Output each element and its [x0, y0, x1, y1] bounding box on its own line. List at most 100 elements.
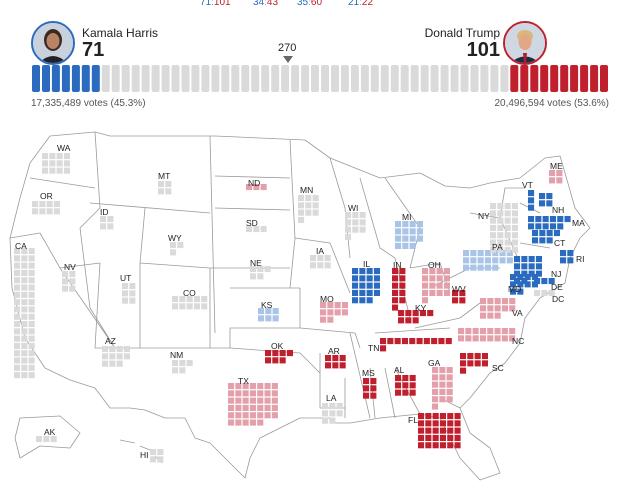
state-mt-tiles[interactable] [158, 181, 172, 195]
state-dc-tiles[interactable] [534, 290, 555, 297]
state-nh-tiles[interactable] [539, 193, 553, 207]
state-nc-tiles[interactable] [458, 328, 516, 342]
state-id-tiles[interactable] [100, 216, 114, 230]
electoral-vote-tile [446, 388, 453, 395]
state-ma-tiles[interactable] [528, 216, 571, 230]
state-mi-tiles[interactable] [395, 221, 423, 249]
electoral-vote-tile [352, 289, 359, 296]
bar-segment [261, 65, 270, 92]
electoral-vote-tile [43, 436, 50, 443]
state-ks-tiles[interactable] [258, 308, 279, 322]
state-ar-tiles[interactable] [325, 355, 346, 369]
state-label-ga: GA [428, 358, 441, 368]
electoral-vote-tile [532, 230, 539, 237]
state-ut-tiles[interactable] [122, 283, 136, 304]
state-fl-tiles[interactable] [418, 413, 461, 449]
state-sd-tiles[interactable] [246, 226, 267, 233]
state-nd-tiles[interactable] [246, 184, 267, 191]
electoral-vote-tile [359, 226, 366, 233]
state-al-tiles[interactable] [395, 375, 416, 396]
state-tx-tiles[interactable] [228, 383, 278, 426]
electoral-vote-tile [28, 372, 35, 379]
electoral-vote-tile [402, 235, 409, 242]
electoral-vote-tile [439, 413, 446, 420]
electoral-vote-tile [409, 221, 416, 228]
state-wa-tiles[interactable] [42, 153, 70, 174]
state-nj-tiles[interactable] [514, 256, 542, 284]
electoral-vote-tile [116, 353, 123, 360]
state-or-tiles[interactable] [32, 201, 60, 215]
state-ms-tiles[interactable] [363, 378, 377, 399]
electoral-vote-tile [514, 277, 521, 284]
state-tn-tiles[interactable] [380, 338, 452, 352]
bar-segment [201, 65, 210, 92]
state-borders [9, 131, 551, 419]
state-ia-tiles[interactable] [310, 255, 331, 269]
state-label-nh: NH [552, 205, 564, 215]
state-az-tiles[interactable] [102, 346, 130, 367]
electoral-vote-tile [324, 262, 331, 269]
state-label-ok: OK [271, 341, 284, 351]
electoral-vote-tile [264, 383, 271, 390]
electoral-vote-tile [298, 209, 305, 216]
state-hi-tiles[interactable] [150, 449, 164, 463]
electoral-vote-tile [122, 290, 129, 297]
state-ok-tiles[interactable] [265, 350, 293, 364]
electoral-vote-tile [521, 270, 528, 277]
state-sc-tiles[interactable] [460, 353, 488, 374]
bar-segment [291, 65, 300, 92]
electoral-vote-tile [186, 360, 193, 367]
state-wi-tiles[interactable] [345, 212, 366, 240]
state-oh-tiles[interactable] [422, 268, 450, 304]
electoral-vote-tile [509, 305, 516, 312]
electoral-vote-tile [436, 289, 443, 296]
electoral-vote-tile [432, 413, 439, 420]
electoral-vote-tile [535, 216, 542, 223]
electoral-vote-tile [560, 250, 567, 257]
state-la-tiles[interactable] [322, 403, 343, 424]
bar-segment [440, 65, 449, 92]
electoral-vote-tile [14, 321, 21, 328]
state-in-tiles[interactable] [392, 268, 406, 311]
electoral-vote-tile [436, 275, 443, 282]
state-mn-tiles[interactable] [298, 195, 319, 223]
electoral-vote-tile [402, 389, 409, 396]
state-pa-tiles[interactable] [463, 250, 513, 271]
state-ct-tiles[interactable] [532, 230, 560, 244]
state-nv-tiles[interactable] [62, 271, 76, 292]
state-me-tiles[interactable] [549, 170, 563, 184]
tally-dem: 35 [297, 0, 309, 8]
state-de-tiles[interactable] [534, 278, 555, 285]
state-wv-tiles[interactable] [452, 290, 466, 304]
state-ky-tiles[interactable] [398, 310, 434, 324]
electoral-vote-tile [490, 232, 497, 239]
electoral-vote-tile [271, 390, 278, 397]
electoral-vote-tile [399, 289, 406, 296]
state-mo-tiles[interactable] [320, 302, 348, 323]
electoral-vote-tile [249, 404, 256, 411]
state-ak-tiles[interactable] [36, 436, 57, 443]
state-label-nm: NM [170, 350, 183, 360]
electoral-vote-tile [501, 305, 508, 312]
electoral-vote-tile [39, 208, 46, 215]
state-ga-tiles[interactable] [432, 367, 453, 410]
state-ne-tiles[interactable] [250, 266, 271, 280]
state-ca-tiles[interactable] [14, 248, 35, 379]
state-md-tiles[interactable] [510, 274, 538, 295]
state-co-tiles[interactable] [172, 296, 208, 310]
electoral-vote-tile [228, 412, 235, 419]
state-vt-tiles[interactable] [528, 190, 535, 211]
electoral-vote-tile [272, 308, 279, 315]
state-wy-tiles[interactable] [170, 242, 184, 256]
state-il-tiles[interactable] [352, 268, 380, 304]
electoral-vote-tile [487, 305, 494, 312]
state-ny-tiles[interactable] [490, 203, 518, 253]
state-nm-tiles[interactable] [172, 360, 193, 374]
electoral-vote-tile [392, 268, 399, 275]
state-va-tiles[interactable] [480, 298, 516, 319]
electoral-vote-tile [443, 275, 450, 282]
electoral-vote-tile [402, 221, 409, 228]
state-ri-tiles[interactable] [560, 250, 574, 264]
electoral-vote-tile [549, 216, 556, 223]
electoral-vote-tile [28, 248, 35, 255]
